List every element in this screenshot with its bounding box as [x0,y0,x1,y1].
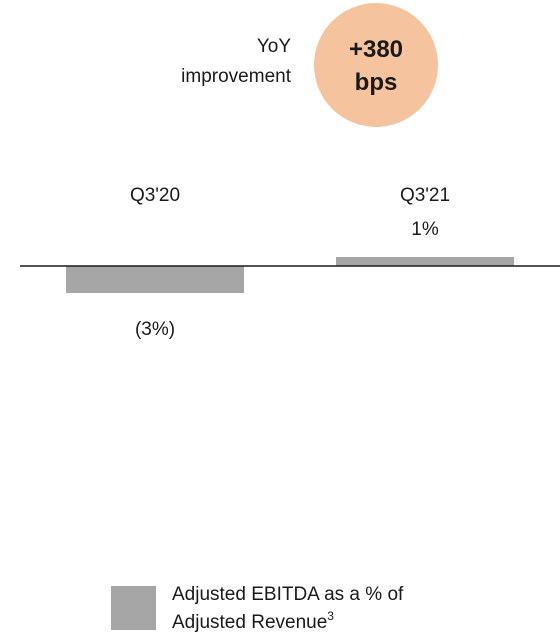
yoy-label-line-2: improvement [181,66,292,87]
legend: Adjusted EBITDA as a % of Adjusted Reven… [111,584,404,633]
data-label-q3-21: 1% [411,219,439,240]
yoy-value-line-1: +380 [349,36,403,63]
yoy-label-line-1: YoY [257,36,291,57]
legend-swatch [111,586,156,630]
yoy-annotation: YoY improvement +380 bps [181,3,438,127]
legend-label-line-1: Adjusted EBITDA as a % of [172,584,404,605]
legend-label-text: Adjusted Revenue [172,612,327,633]
bar-q3-21 [336,257,514,266]
yoy-badge [314,3,438,127]
bar-q3-20 [66,266,244,293]
category-label-q3-20: Q3'20 [130,185,180,206]
data-label-q3-20: (3%) [135,319,175,340]
legend-footnote: 3 [327,609,334,623]
legend-label-line-2: Adjusted Revenue3 [172,609,334,633]
category-label-q3-21: Q3'21 [400,185,450,206]
yoy-value-line-2: bps [355,69,398,96]
